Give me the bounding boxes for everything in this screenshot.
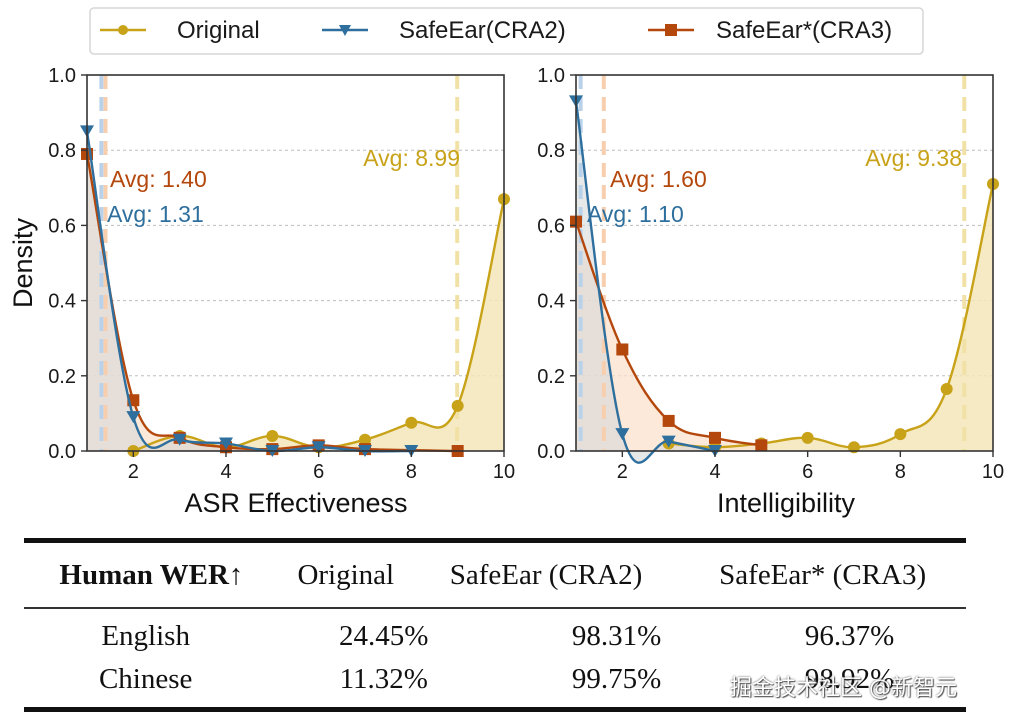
y-tick-label: 0.4 [48,291,76,313]
table-row: English 24.45% 98.31% 96.37% [24,615,966,658]
data-point-cra3 [616,343,629,356]
y-tick-label: 0.6 [537,215,565,237]
x-tick-label: 4 [709,461,720,483]
table-cell-original: 11.32% [339,663,428,695]
x-tick-label: 2 [617,461,628,483]
data-point-cra2 [615,428,630,441]
data-point-cra3 [755,439,768,452]
table-cell-cra3: 96.37% [804,620,895,652]
avg-label-cra2: Avg: 1.31 [107,201,204,227]
series-line-cra3 [85,153,458,453]
figure: Original SafeEar(CRA2) SafeEar*(CRA3) Av… [8,7,1004,518]
table-cell-language: Chinese [98,663,193,695]
table-cell-original: 24.45% [339,620,429,652]
data-point-cra3 [662,414,675,427]
area-cra2 [87,131,412,452]
area-original [133,199,505,451]
axes-frame [86,74,505,452]
x-tick-label: 4 [220,461,231,483]
x-tick-label: 2 [128,461,139,483]
data-point-cra2 [219,437,233,450]
human-wer-table: Human WER↑ Original SafeEar (CRA2) SafeE… [24,538,966,712]
plot-asr-effectiveness: Avg: 8.99 Avg: 1.31 Avg: 1.40 2 4 6 8 10 0.0 0.2 0… [48,65,515,483]
table-cell-cra2: 99.75% [571,663,662,695]
y-tick-label: 0.0 [537,441,565,463]
data-point-cra2 [172,433,187,446]
legend-marker-cra2 [339,25,351,36]
y-tick-label: 0.2 [48,366,76,388]
legend-marker-original [118,25,128,35]
area-cra3 [576,221,762,451]
y-tick-label: 0.8 [537,140,565,162]
x-tick-label: 6 [313,461,324,483]
legend: Original SafeEar(CRA2) SafeEar*(CRA3) [89,7,924,55]
y-tick-label: 0.8 [48,140,76,162]
table-top-rule [24,538,966,543]
legend-item-cra2: SafeEar(CRA2) [322,17,566,44]
table-header-row: Human WER↑ Original SafeEar (CRA2) SafeE… [24,543,966,607]
data-point-cra2 [311,441,326,454]
axes-frame [575,74,994,452]
data-point-original [451,399,464,412]
data-point-original [266,429,279,442]
legend-label-cra2: SafeEar(CRA2) [399,17,566,44]
x-tick-label: 8 [406,461,417,483]
y-axis-title: Density [8,217,38,308]
area-original [668,184,993,452]
table-mid-rule [24,607,966,609]
legend-item-original: Original [100,17,260,44]
data-point-original [894,428,907,441]
data-point-cra2 [661,435,676,448]
y-tick-label: 1.0 [537,65,565,87]
x-tick-label: 10 [493,461,515,483]
legend-item-cra3: SafeEar*(CRA3) [648,17,892,44]
series-line-cra2 [574,101,716,464]
series-line-original [132,198,506,453]
avg-label-cra3: Avg: 1.60 [610,166,707,192]
x-tick-label: 10 [982,461,1004,483]
avg-label-cra2: Avg: 1.10 [587,201,684,227]
y-tick-label: 0.0 [48,441,76,463]
watermark: 掘金技术社区 @新智元 [730,676,957,701]
table-cell-language: English [101,620,190,652]
y-tick-label: 1.0 [48,65,76,87]
table-header-cra2: SafeEar (CRA2) [449,558,643,591]
avg-label-cra3: Avg: 1.40 [110,166,207,192]
x-tick-label: 6 [802,461,813,483]
avg-label-original: Avg: 9.38 [865,145,962,171]
y-tick-label: 0.4 [537,291,565,313]
legend-label-original: Original [177,17,260,44]
data-point-original [359,433,371,446]
legend-label-cra3: SafeEar*(CRA3) [716,17,892,44]
data-point-original [405,416,418,429]
legend-marker-cra3 [665,24,677,36]
avg-label-original: Avg: 8.99 [363,145,460,171]
plot-intelligibility: Avg: 9.38 Avg: 1.10 Avg: 1.60 2 4 6 8 10 0.0 0.2 0… [537,65,1004,483]
data-point-cra2 [126,411,141,424]
area-cra3 [87,153,458,451]
x-axis-title-asr: ASR Effectiveness [184,488,407,518]
data-point-cra3 [709,431,721,444]
table-header-original: Original [297,558,395,591]
table-header-cra3: SafeEar* (CRA3) [719,558,927,591]
y-tick-label: 0.2 [537,366,565,388]
table-header-metric: Human WER↑ [59,558,244,591]
y-tick-label: 0.6 [48,215,76,237]
table-row: Chinese 11.32% 99.75% 98.92% [24,658,966,701]
legend-frame [89,7,924,55]
x-tick-label: 8 [895,461,906,483]
data-point-original [801,431,814,444]
table-cell-cra2: 98.31% [571,620,662,652]
table-bottom-rule [24,707,966,712]
data-point-original [940,382,953,395]
area-cra2 [576,101,715,463]
x-axis-title-intelligibility: Intelligibility [717,488,856,518]
table-cell-cra3: 98.92% [804,663,895,695]
